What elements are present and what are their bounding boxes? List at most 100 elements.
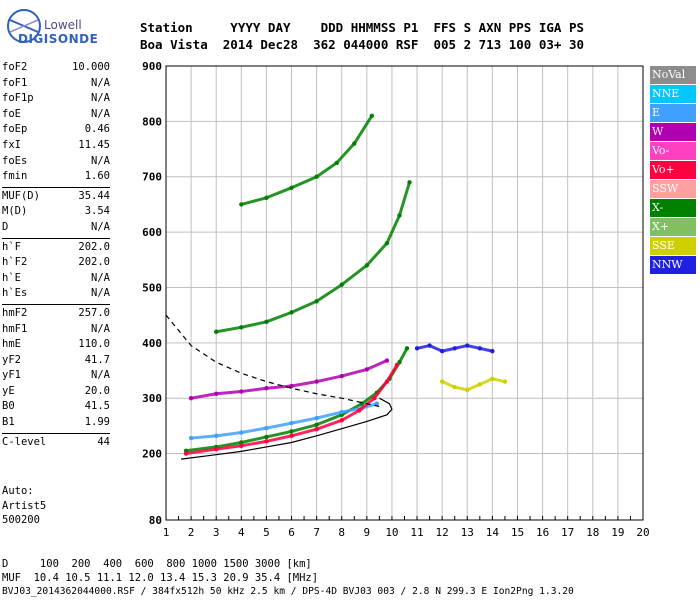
parameter-table: foF2 10.000 foF1 N/A foF1p N/A foE N/A foEp 0.46 f… [2, 60, 110, 450]
param-value: 1.99 [84, 416, 110, 429]
param-value: N/A [91, 287, 110, 300]
param-row: foE N/A [2, 107, 110, 123]
data-point [289, 310, 294, 315]
param-value: 10.000 [72, 61, 110, 73]
param-row: yE 20.0 [2, 384, 110, 400]
data-point [314, 299, 319, 304]
data-point [414, 346, 420, 351]
param-row: h`Es N/A [2, 286, 110, 302]
series-trace [189, 359, 389, 400]
param-name: D [2, 220, 9, 233]
data-point [314, 415, 319, 421]
legend: NoVal NNE E W Vo- Vo+ SSW X- X+ SSE NNW [650, 66, 696, 275]
param-name: foEp [2, 123, 28, 136]
param-row: B1 1.99 [2, 415, 110, 431]
data-point [439, 379, 445, 384]
param-name: M(D) [2, 205, 28, 218]
param-name: foF2 [2, 61, 28, 73]
x-tick-label: 4 [238, 526, 245, 539]
x-tick-label: 14 [486, 526, 500, 539]
data-point [289, 383, 294, 389]
param-name: hmF2 [2, 306, 28, 319]
data-point [372, 395, 377, 401]
data-point [239, 202, 244, 207]
param-row: fxI 11.45 [2, 138, 110, 154]
param-name: MUF(D) [2, 189, 40, 202]
param-value: N/A [91, 107, 110, 120]
data-point [407, 180, 412, 185]
param-row: h`F2 202.0 [2, 255, 110, 271]
x-tick-label: 16 [536, 526, 549, 539]
param-name: C-level [2, 435, 47, 448]
logo-line2: DIGISONDE [18, 32, 99, 46]
data-point [452, 384, 457, 390]
auto-label: Auto: [2, 485, 34, 497]
data-point [374, 401, 380, 406]
param-name: hmF1 [2, 322, 28, 335]
x-tick-label: 7 [313, 526, 320, 539]
data-point [183, 451, 189, 456]
x-tick-label: 6 [288, 526, 295, 539]
digisonde-logo: Lowell DIGISONDE [4, 6, 114, 46]
param-separator [2, 303, 110, 305]
auto-artist: Artist5 [2, 499, 47, 512]
param-name: yF2 [2, 353, 21, 366]
logo-mark [7, 9, 41, 43]
param-name: fmin [2, 170, 28, 183]
param-separator [2, 186, 110, 188]
data-point [339, 418, 344, 423]
y-tick-label: 400 [142, 337, 162, 350]
param-row: D N/A [2, 220, 110, 236]
legend-item: NoVal [650, 66, 696, 84]
data-point [214, 446, 219, 452]
data-point [490, 376, 495, 382]
param-row: foF1 N/A [2, 76, 110, 92]
x-tick-label: 3 [213, 526, 220, 539]
param-value: 202.0 [78, 240, 110, 253]
data-point [465, 343, 470, 348]
param-value: N/A [91, 271, 110, 284]
y-tick-label: 200 [142, 448, 162, 461]
data-point [334, 160, 339, 166]
series-trace [440, 377, 507, 392]
param-value: 41.5 [84, 400, 110, 413]
model-profile-dashed [165, 314, 380, 408]
param-value: 44 [97, 435, 110, 448]
param-separator [2, 237, 110, 239]
footer-muf: MUF 10.4 10.5 11.1 12.0 13.4 15.3 20.9 3… [2, 572, 319, 584]
header-values: Boa Vista 2014 Dec28 362 044000 RSF 005 … [140, 37, 585, 52]
y-tick-label: 80 [149, 514, 162, 527]
param-row: foF1p N/A [2, 91, 110, 107]
data-point [465, 387, 470, 393]
data-point [264, 434, 269, 440]
x-tick-label: 17 [561, 526, 574, 539]
param-value: 257.0 [78, 306, 110, 319]
series-trace [214, 180, 412, 334]
param-row: hmE 110.0 [2, 337, 110, 353]
param-row: C-level 44 [2, 435, 110, 451]
x-tick-label: 5 [263, 526, 270, 539]
data-point [239, 430, 244, 435]
legend-item: X+ [650, 218, 696, 236]
logo-line1: Lowell [44, 18, 82, 32]
param-row: fmin 1.60 [2, 169, 110, 185]
data-point [477, 346, 483, 351]
param-row: M(D) 3.54 [2, 204, 110, 220]
y-tick-label: 500 [142, 281, 162, 294]
data-point [384, 240, 390, 246]
data-point [214, 391, 219, 396]
param-value: N/A [91, 322, 110, 335]
y-tick-label: 900 [142, 60, 162, 73]
param-name: B1 [2, 416, 15, 429]
param-row: hmF1 N/A [2, 322, 110, 338]
data-point [397, 213, 402, 218]
x-tick-label: 13 [461, 526, 474, 539]
data-point [384, 358, 390, 363]
data-point [239, 325, 244, 330]
x-tick-label: 2 [188, 526, 195, 539]
data-point [364, 263, 370, 268]
param-value: N/A [91, 154, 110, 167]
param-name: h`Es [2, 287, 28, 300]
param-row: h`F 202.0 [2, 240, 110, 256]
